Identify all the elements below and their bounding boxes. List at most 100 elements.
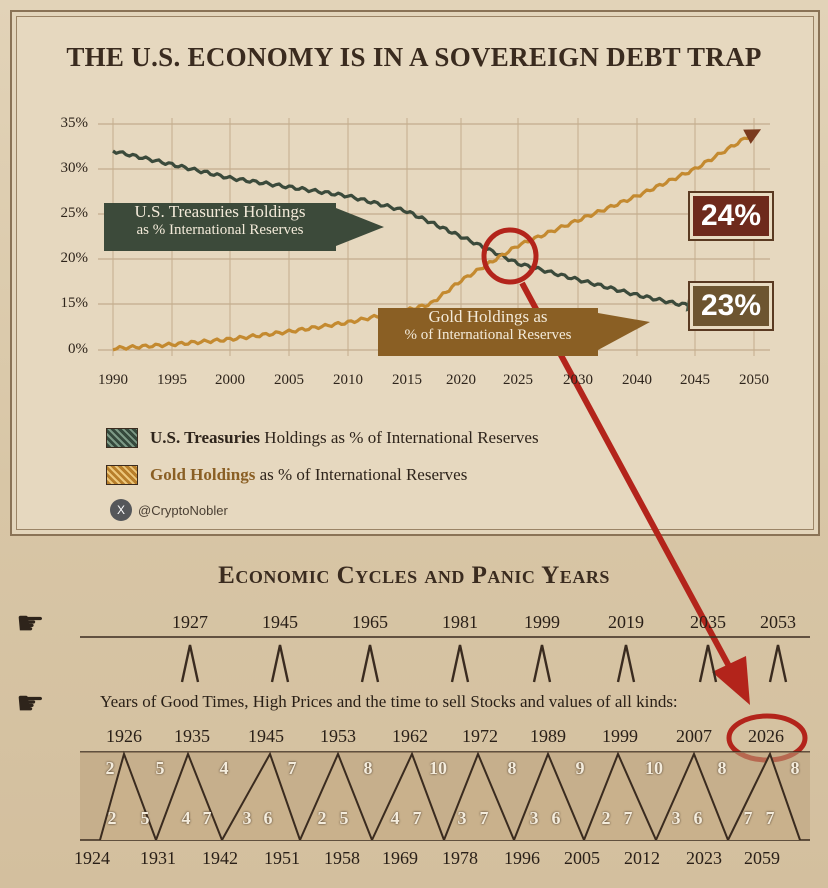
- gold-callout-arrow-icon: [598, 313, 650, 350]
- good-times-caption: Years of Good Times, High Prices and the…: [100, 692, 678, 711]
- treasuries-callout-line2: as % International Reserves: [136, 222, 304, 238]
- cycle-bottom-number: 7: [765, 808, 775, 828]
- good-year-label: 1999: [602, 726, 638, 746]
- cycle-bottom-year-label: 1978: [442, 848, 478, 868]
- cycle-bottom-number: 4: [181, 808, 191, 828]
- good-year-label: 1962: [392, 726, 428, 746]
- cycle-top-number: 10: [429, 758, 447, 778]
- cycle-bottom-year-label: 1942: [202, 848, 238, 868]
- cycle-bottom-number: 5: [140, 808, 150, 828]
- gold-swatch-icon: [106, 465, 138, 485]
- cycle-bottom-number: 3: [242, 808, 252, 828]
- legend-gold-rest: as % of International Reserves: [255, 465, 468, 484]
- cycle-bottom-year-label: 1996: [504, 848, 540, 868]
- cycle-peak-6: [513, 751, 585, 841]
- x-logo-icon: X: [110, 499, 132, 521]
- cycle-bottom-number: 7: [743, 808, 753, 828]
- series-line-1: [112, 131, 755, 352]
- cycle-top-number: 4: [219, 758, 229, 778]
- cycle-bottom-year-label: 2059: [744, 848, 780, 868]
- cycle-bottom-number: 2: [317, 808, 327, 828]
- cycle-peak-9: [727, 751, 801, 841]
- panic-marker-2: [360, 644, 380, 683]
- good-year-label: 1926: [106, 726, 142, 746]
- cycle-peak-1: [155, 751, 223, 841]
- value-box-23: 23%: [688, 281, 774, 331]
- cycle-bottom-number: 3: [529, 808, 539, 828]
- cycle-bottom-number: 6: [551, 808, 561, 828]
- treasuries-callout-arrow-icon: [336, 208, 384, 246]
- cycle-bottom-year-label: 2012: [624, 848, 660, 868]
- cycle-peak-2: [221, 751, 301, 841]
- value-box-24: 24%: [688, 191, 774, 241]
- cycle-bottom-number: 7: [479, 808, 489, 828]
- cycle-bottom-number: 3: [457, 808, 467, 828]
- x-tick-label: 2025: [503, 372, 533, 388]
- cycle-bottom-number: 4: [390, 808, 400, 828]
- good-year-label: 1945: [248, 726, 284, 746]
- cycle-peak-7: [583, 751, 657, 841]
- cycle-bottom-number: 7: [412, 808, 422, 828]
- chart-panel: [10, 10, 820, 536]
- red-pointer-arrowhead-icon: [712, 656, 750, 705]
- cycle-bottom-number: 6: [693, 808, 703, 828]
- panic-marker-0: [180, 644, 200, 683]
- good-year-label: 2026: [748, 726, 784, 746]
- cycle-top-number: 8: [363, 758, 373, 778]
- author-handle: @CryptoNobler: [138, 502, 228, 518]
- series-arrowhead-1: [743, 129, 762, 144]
- x-tick-label: 2020: [446, 372, 476, 388]
- cycle-bottom-number: 6: [263, 808, 273, 828]
- y-tick-label: 30%: [60, 160, 89, 176]
- panic-year-label: 2053: [760, 612, 796, 632]
- x-tick-label: 2030: [563, 372, 593, 388]
- cycle-bottom-number: 2: [601, 808, 611, 828]
- good-year-label: 1935: [174, 726, 210, 746]
- pointing-hand-icon-2: ☛: [16, 685, 45, 721]
- cycle-peak-4: [371, 751, 445, 841]
- gold-callout-line2: % of International Reserves: [404, 327, 572, 343]
- cycle-top-number: 8: [507, 758, 517, 778]
- cycle-top-number: 2: [105, 758, 115, 778]
- y-tick-label: 35%: [60, 115, 89, 131]
- pointing-hand-icon: ☛: [16, 605, 45, 641]
- legend-gold-bold: Gold Holdings: [150, 465, 256, 484]
- y-tick-label: 0%: [68, 341, 88, 357]
- x-tick-label: 2005: [274, 372, 304, 388]
- series-line-0: [112, 149, 696, 308]
- cycle-top-number: 5: [155, 758, 165, 778]
- gold-callout: Gold Holdings as % of International Rese…: [378, 308, 598, 356]
- legend-treasuries-bold: U.S. Treasuries: [150, 428, 261, 447]
- x-tick-label: 1990: [98, 372, 128, 388]
- crossover-highlight-circle: [481, 227, 539, 285]
- cycle-bottom-year-label: 1958: [324, 848, 360, 868]
- panic-marker-1: [270, 644, 290, 683]
- y-tick-label: 25%: [60, 205, 89, 221]
- y-tick-label: 15%: [60, 295, 89, 311]
- panic-year-label: 2035: [690, 612, 726, 632]
- cycle-bottom-year-label: 1969: [382, 848, 418, 868]
- panic-marker-3: [450, 644, 470, 683]
- panic-marker-7: [768, 644, 788, 683]
- x-tick-label: 2040: [622, 372, 652, 388]
- cycle-top-number: 8: [717, 758, 727, 778]
- cycle-bottom-number: 3: [671, 808, 681, 828]
- good-year-label: 1953: [320, 726, 356, 746]
- x-tick-label: 2015: [392, 372, 422, 388]
- y-tick-label: 20%: [60, 250, 89, 266]
- cycle-bottom-number: 7: [202, 808, 212, 828]
- cycle-top-number: 9: [575, 758, 585, 778]
- cycle-peak-8: [655, 751, 729, 841]
- cycle-bottom-year-label: 1931: [140, 848, 176, 868]
- panic-year-label: 1999: [524, 612, 560, 632]
- good-year-label: 1972: [462, 726, 498, 746]
- panic-marker-4: [532, 644, 552, 683]
- good-year-label: 1989: [530, 726, 566, 746]
- chart-title: THE U.S. ECONOMY IS IN A SOVEREIGN DEBT …: [66, 42, 762, 72]
- treasuries-callout: U.S. Treasuries Holdings as % Internatio…: [104, 203, 336, 251]
- panic-marker-5: [616, 644, 636, 683]
- gold-callout-line1: Gold Holdings as: [428, 307, 548, 326]
- x-tick-label: 1995: [157, 372, 187, 388]
